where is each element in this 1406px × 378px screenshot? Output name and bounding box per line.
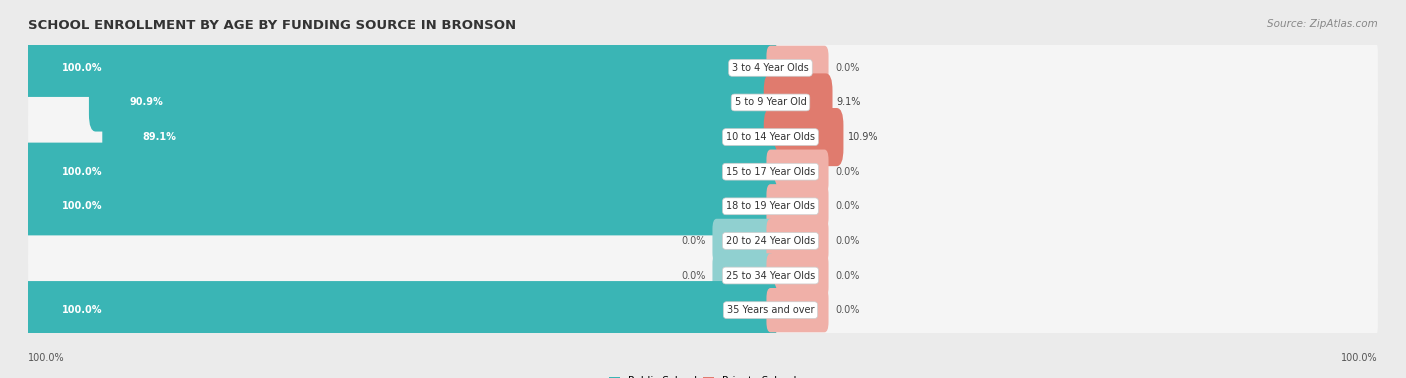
FancyBboxPatch shape — [28, 209, 1378, 273]
FancyBboxPatch shape — [713, 253, 775, 298]
Text: 35 Years and over: 35 Years and over — [727, 305, 814, 315]
FancyBboxPatch shape — [21, 177, 778, 235]
Text: 15 to 17 Year Olds: 15 to 17 Year Olds — [725, 167, 815, 177]
Text: 100.0%: 100.0% — [62, 201, 103, 211]
FancyBboxPatch shape — [28, 175, 1378, 238]
FancyBboxPatch shape — [28, 105, 1378, 169]
Text: 25 to 34 Year Olds: 25 to 34 Year Olds — [725, 271, 815, 280]
FancyBboxPatch shape — [766, 184, 828, 228]
Text: 0.0%: 0.0% — [835, 271, 859, 280]
Text: 10.9%: 10.9% — [848, 132, 877, 142]
Text: 100.0%: 100.0% — [28, 353, 65, 363]
Text: 10 to 14 Year Olds: 10 to 14 Year Olds — [725, 132, 815, 142]
Text: 0.0%: 0.0% — [682, 236, 706, 246]
FancyBboxPatch shape — [763, 108, 844, 166]
FancyBboxPatch shape — [28, 140, 1378, 203]
Text: 9.1%: 9.1% — [837, 98, 860, 107]
Text: 100.0%: 100.0% — [1341, 353, 1378, 363]
FancyBboxPatch shape — [28, 71, 1378, 134]
Text: 20 to 24 Year Olds: 20 to 24 Year Olds — [725, 236, 815, 246]
FancyBboxPatch shape — [766, 253, 828, 298]
FancyBboxPatch shape — [713, 219, 775, 263]
FancyBboxPatch shape — [28, 278, 1378, 342]
FancyBboxPatch shape — [28, 244, 1378, 307]
FancyBboxPatch shape — [21, 39, 778, 97]
FancyBboxPatch shape — [766, 288, 828, 332]
Text: SCHOOL ENROLLMENT BY AGE BY FUNDING SOURCE IN BRONSON: SCHOOL ENROLLMENT BY AGE BY FUNDING SOUR… — [28, 19, 516, 32]
Text: 0.0%: 0.0% — [835, 167, 859, 177]
FancyBboxPatch shape — [21, 281, 778, 339]
FancyBboxPatch shape — [763, 73, 832, 132]
FancyBboxPatch shape — [766, 150, 828, 194]
Text: 100.0%: 100.0% — [62, 167, 103, 177]
Text: 0.0%: 0.0% — [835, 305, 859, 315]
Text: 100.0%: 100.0% — [62, 63, 103, 73]
FancyBboxPatch shape — [766, 46, 828, 90]
Text: 0.0%: 0.0% — [835, 236, 859, 246]
FancyBboxPatch shape — [766, 219, 828, 263]
Text: 5 to 9 Year Old: 5 to 9 Year Old — [734, 98, 807, 107]
Text: 90.9%: 90.9% — [129, 98, 163, 107]
FancyBboxPatch shape — [21, 143, 778, 201]
Text: 89.1%: 89.1% — [143, 132, 177, 142]
FancyBboxPatch shape — [103, 108, 778, 166]
Text: 0.0%: 0.0% — [682, 271, 706, 280]
Text: Source: ZipAtlas.com: Source: ZipAtlas.com — [1267, 19, 1378, 29]
FancyBboxPatch shape — [28, 36, 1378, 100]
Text: 0.0%: 0.0% — [835, 63, 859, 73]
Legend: Public School, Private School: Public School, Private School — [605, 372, 801, 378]
Text: 18 to 19 Year Olds: 18 to 19 Year Olds — [725, 201, 815, 211]
Text: 0.0%: 0.0% — [835, 201, 859, 211]
Text: 100.0%: 100.0% — [62, 305, 103, 315]
FancyBboxPatch shape — [89, 73, 778, 132]
Text: 3 to 4 Year Olds: 3 to 4 Year Olds — [733, 63, 808, 73]
